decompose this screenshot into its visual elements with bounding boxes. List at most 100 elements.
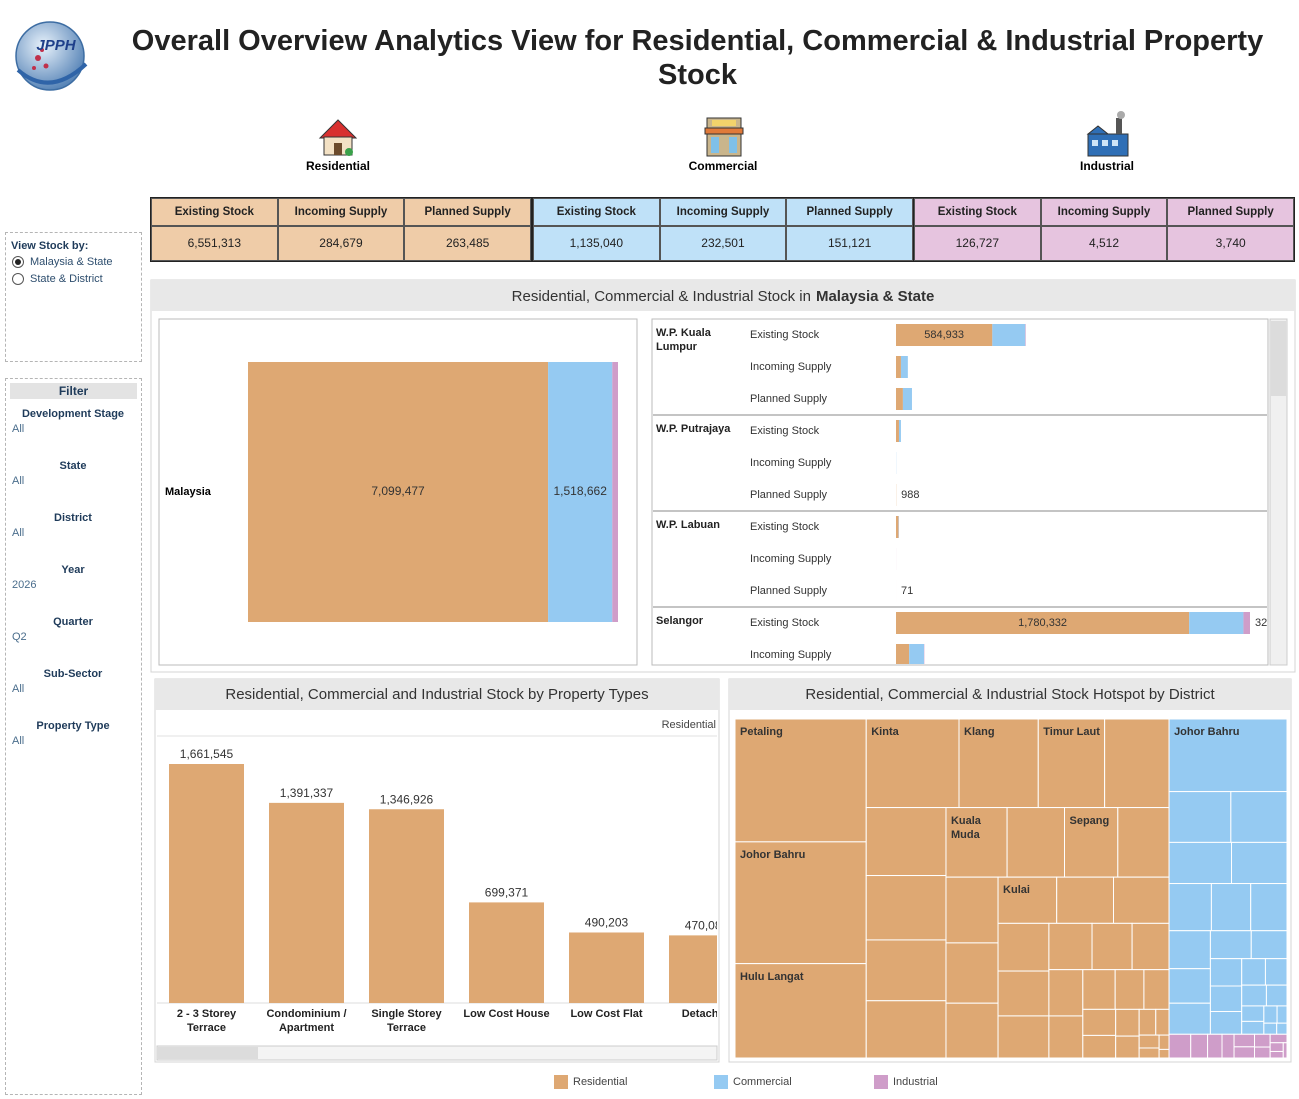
data-label: 699,371 [485,886,529,900]
treemap-cell [1006,807,1066,878]
treemap-cell [1082,969,1116,1010]
panel-title: Residential, Commercial and Industrial S… [225,686,648,703]
cell-label: Johor Bahru [1174,726,1240,738]
treemap-cell [1082,1034,1117,1059]
factory-icon [1086,111,1129,157]
bar [569,932,644,1003]
kpi-header: Incoming Supply [659,198,787,226]
radio-label: Malaysia & State [30,256,113,268]
kpi-value: 4,512 [1040,226,1168,261]
treemap-cell [1168,1033,1192,1059]
filter-label: Year [61,564,85,576]
kpi-header: Existing Stock [151,198,278,226]
scrollbar-thumb [157,1047,258,1059]
treemap-cell [1064,807,1119,878]
treemap-cell [1263,1005,1278,1024]
treemap-cell [865,939,947,1002]
filter-value: 2026 [12,579,37,591]
x-label-box: Condominium / Apartment [266,1008,347,1034]
treemap-cell [1265,984,1287,1007]
treemap-cell [1113,876,1170,924]
treemap-cell [1115,1008,1140,1037]
treemap-cell [1168,841,1233,885]
filter-title: Filter [10,383,137,399]
x-label-box: Single Storey Terrace [371,1008,441,1034]
treemap-cell [945,876,999,944]
house-icon [318,119,358,156]
group-label-box: W.P. Kuala Lumpur [656,327,711,353]
treemap-cell [1231,841,1287,885]
measure-label: Planned Supply [750,489,828,501]
treemap-cell [1168,1002,1211,1035]
treemap-cell [865,807,947,877]
cell-label: Kulai [1003,884,1030,897]
kpi-value: 263,485 [404,226,531,261]
treemap-cell [997,970,1050,1017]
filter-panel [5,378,142,1095]
legend-label: Residential [573,1076,627,1088]
bar-segment [548,362,613,622]
bar-segment [1243,612,1250,634]
treemap-cell [1082,1008,1117,1036]
group-label: W.P. Kuala Lumpur [656,327,711,353]
bar-segment [896,516,899,538]
treemap-cell [1143,969,1170,1010]
x-label-box: Low Cost Flat [570,1008,642,1020]
treemap-cell [1168,791,1232,843]
treemap-cell [1131,922,1170,971]
kpi-header: Planned Supply [786,198,913,226]
panel-title: Residential, Commercial & Industrial Sto… [512,288,935,305]
treemap-cell [997,922,1050,972]
panel-title-bar [155,679,719,710]
treemap-cell [865,719,960,809]
sector-label: Residential [306,159,370,173]
sector-label: Industrial [1080,159,1134,173]
bar-segment [1189,612,1244,634]
legend-swatch [554,1075,568,1089]
x-tick-label: Condominium / Apartment [266,1008,347,1034]
treemap-cell [1207,1033,1223,1059]
treemap-cell [735,841,867,965]
treemap-cell [1138,1047,1160,1059]
measure-label: Incoming Supply [750,553,832,565]
data-label: 329,343 [1255,617,1295,629]
data-label: 71 [901,585,913,597]
kpi-value: 232,501 [659,226,787,261]
filter-label: Property Type [36,720,110,732]
cell-label-box: Petaling [740,726,783,738]
treemap-cell [1056,876,1115,924]
shop-icon [704,117,744,157]
scrollbar [1269,318,1288,666]
treemap-cell [1138,1034,1160,1049]
data-label: 490,203 [585,916,629,930]
filter-label: Development Stage [21,408,125,420]
data-label: 1,518,662 [554,484,608,498]
treemap-cell [1168,968,1211,1004]
column-header: Residential [662,719,716,731]
bar [369,809,444,1003]
kpi-header: Planned Supply [404,198,531,226]
treemap-cell [997,876,1058,924]
treemap-cell [865,875,947,941]
measure-label: Existing Stock [750,617,820,629]
cell-label: Hulu Langat [740,970,804,983]
treemap-cell [1263,1022,1278,1035]
group-label-box: W.P. Labuan [656,519,720,531]
bar [169,764,244,1003]
sector-icons: Residential Commercial Industrial [306,111,1134,173]
filter-label: District [54,512,92,524]
x-label-box: 2 - 3 Storey Terrace [177,1008,236,1034]
radio-label: State & District [30,273,103,285]
treemap-cell [1221,1033,1235,1059]
cell-label: Timur Laut [1043,726,1100,738]
radio-dot [15,259,21,265]
bar-segment [898,420,901,442]
kpi-value: 6,551,313 [151,226,278,261]
measure-label: Incoming Supply [750,457,832,469]
data-label: 470,080 [685,919,729,933]
cell-label-box: Johor Bahru [1174,726,1240,738]
legend-label: Commercial [733,1076,792,1088]
filter-value: All [12,423,25,435]
bar [469,902,544,1003]
category-label: Malaysia [165,486,212,498]
